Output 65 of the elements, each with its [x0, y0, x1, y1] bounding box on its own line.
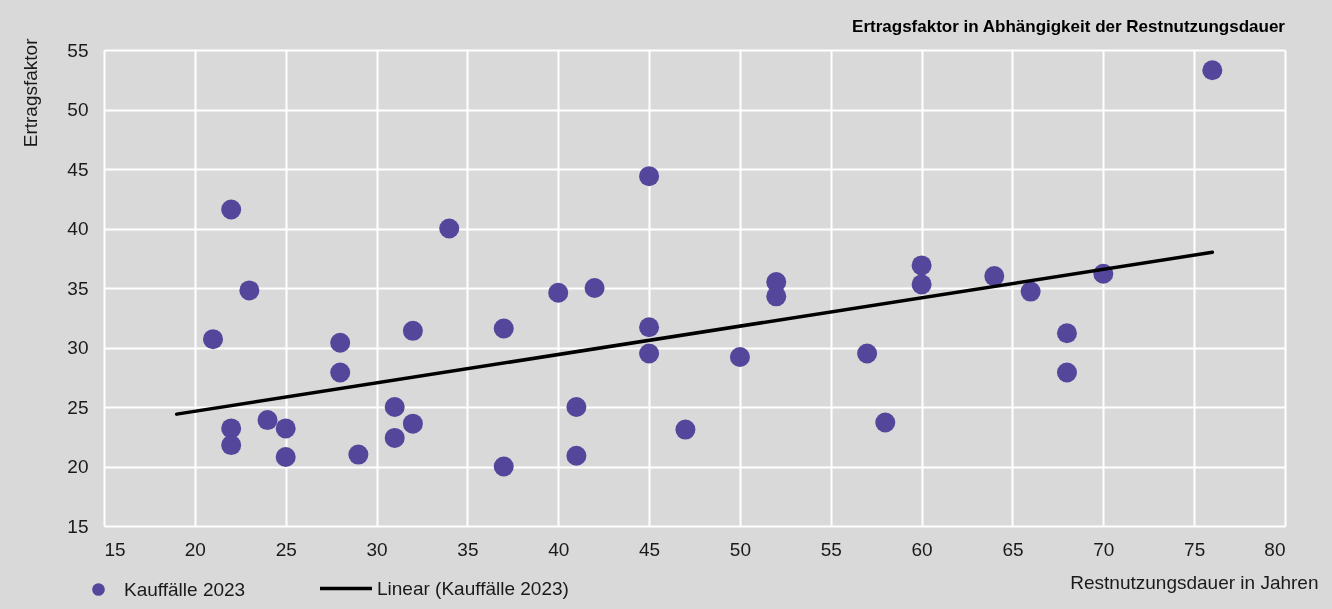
- x-tick-label: 70: [1093, 538, 1115, 560]
- point: [911, 255, 932, 276]
- chart-title: Ertragsfaktor in Abhängigkeit der Restnutzungsdauer: [852, 17, 1286, 36]
- point: [203, 329, 224, 350]
- point: [257, 410, 278, 431]
- point: [493, 456, 514, 477]
- point: [639, 317, 660, 338]
- point: [1056, 362, 1077, 383]
- point: [911, 274, 932, 295]
- x-tick-label: 80: [1264, 538, 1286, 560]
- point: [275, 447, 296, 467]
- y-tick-label: 35: [67, 277, 89, 299]
- x-tick-label: 50: [729, 538, 751, 560]
- point: [402, 320, 423, 341]
- y-tick-label: 55: [67, 39, 89, 61]
- y-tick-label: 25: [67, 396, 89, 418]
- point: [221, 418, 242, 439]
- point: [221, 199, 242, 220]
- y-tick-label: 15: [67, 515, 89, 537]
- point: [729, 347, 750, 367]
- y-tick-label: 30: [67, 337, 89, 358]
- y-tick-label: 45: [67, 158, 89, 180]
- x-tick-label: 15: [104, 538, 126, 560]
- x-tick-label: 25: [275, 538, 297, 560]
- x-tick-label: 35: [457, 538, 479, 560]
- point: [584, 278, 605, 298]
- point: [384, 427, 405, 448]
- x-tick-label: 20: [184, 538, 206, 560]
- point: [548, 282, 569, 303]
- point: [639, 343, 660, 364]
- x-tick-label: 40: [548, 538, 570, 560]
- point: [984, 266, 1005, 287]
- point: [566, 397, 587, 417]
- point: [493, 318, 514, 339]
- x-tick-label: 60: [911, 538, 933, 560]
- point: [857, 343, 878, 364]
- point: [221, 435, 242, 456]
- x-tick-label: 30: [366, 538, 388, 560]
- y-axis-title: Ertragsfaktor: [19, 37, 41, 148]
- point: [402, 413, 423, 434]
- point: [766, 286, 787, 307]
- y-tick-label: 40: [67, 218, 89, 239]
- y-tick-label: 50: [67, 99, 89, 120]
- point: [1202, 60, 1223, 81]
- x-tick-label: 45: [639, 538, 661, 560]
- point: [384, 397, 405, 417]
- x-axis-title: Restnutzungsdauer in Jahren: [1070, 571, 1319, 593]
- point: [675, 419, 696, 440]
- point: [566, 445, 587, 466]
- point: [330, 362, 351, 383]
- x-tick-label: 55: [820, 538, 842, 560]
- legend-label: Linear (Kauffälle 2023): [377, 577, 569, 599]
- y-tick-label: 20: [67, 456, 89, 477]
- point: [348, 444, 369, 465]
- point: [330, 332, 351, 353]
- x-tick-label: 75: [1184, 538, 1206, 560]
- point: [275, 418, 296, 439]
- point: [639, 166, 660, 187]
- point: [875, 412, 896, 433]
- x-tick-label: 65: [1002, 538, 1024, 560]
- point: [1056, 323, 1077, 344]
- point: [1020, 281, 1041, 302]
- legend-label: Kauffälle 2023: [124, 578, 246, 600]
- point: [239, 280, 260, 301]
- point: [439, 218, 460, 239]
